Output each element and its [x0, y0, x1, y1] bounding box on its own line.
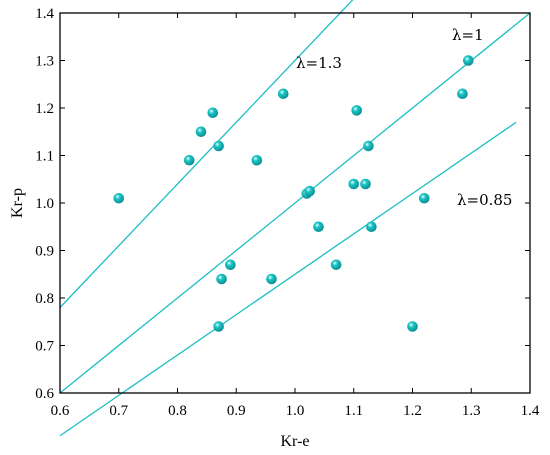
- y-tick-label: 0.6: [35, 386, 54, 402]
- data-point: [195, 126, 207, 138]
- y-axis-title: Kr-p: [9, 188, 26, 218]
- x-tick-label: 1.3: [462, 403, 481, 419]
- axis-ticks: 0.6 0.7 0.8 0.9 1.0 1.1 1.2 1.3 1.4 0.6 0.7 0.8 0.9 1…: [35, 6, 540, 419]
- line-labels: λ=1.3 λ=1 λ=0.85: [296, 26, 512, 209]
- data-point: [277, 88, 289, 100]
- data-point: [216, 273, 227, 285]
- data-point: [407, 321, 418, 332]
- data-point: [213, 321, 224, 332]
- reference-line-2: [59, 121, 517, 437]
- data-point: [348, 178, 360, 190]
- x-tick-label: 0.9: [227, 403, 246, 419]
- data-point: [251, 154, 263, 166]
- data-point: [366, 221, 377, 233]
- line-label-1: λ=1: [452, 26, 484, 44]
- x-tick-label: 1.1: [344, 403, 363, 419]
- y-tick-label: 1.4: [35, 6, 54, 22]
- y-tick-label: 1.2: [35, 101, 54, 117]
- data-point: [313, 221, 324, 233]
- y-tick-label: 1.1: [35, 149, 54, 165]
- data-point: [113, 192, 125, 204]
- y-tick-label: 0.7: [35, 339, 54, 355]
- x-tick-label: 1.2: [403, 403, 422, 419]
- y-tick-label: 1.3: [35, 54, 54, 70]
- data-point: [266, 273, 277, 285]
- x-tick-label: 0.8: [168, 403, 187, 419]
- line-label-2: λ=0.85: [457, 191, 512, 209]
- x-tick-label: 1.0: [286, 403, 305, 419]
- y-tick-label: 0.8: [35, 291, 54, 307]
- reference-line-0: [59, 0, 354, 308]
- data-points: [113, 55, 474, 332]
- x-tick-label: 0.6: [51, 403, 70, 419]
- data-point: [463, 55, 474, 66]
- data-point: [304, 185, 315, 197]
- x-axis-title: Kr-e: [281, 433, 310, 450]
- data-point: [418, 192, 430, 204]
- data-point: [330, 259, 342, 271]
- y-tick-label: 0.9: [35, 244, 54, 260]
- line-label-0: λ=1.3: [296, 54, 342, 72]
- data-point: [207, 107, 219, 119]
- data-point: [183, 154, 195, 166]
- data-point: [225, 259, 236, 271]
- data-point: [213, 140, 224, 152]
- data-point: [351, 105, 362, 116]
- y-tick-label: 1.0: [35, 196, 54, 212]
- reference-line-1: [59, 12, 531, 394]
- data-point: [457, 88, 468, 100]
- reference-lines: [59, 0, 531, 437]
- data-point: [360, 178, 371, 190]
- data-point: [363, 140, 374, 152]
- x-tick-label: 1.4: [521, 403, 540, 419]
- x-tick-label: 0.7: [109, 403, 128, 419]
